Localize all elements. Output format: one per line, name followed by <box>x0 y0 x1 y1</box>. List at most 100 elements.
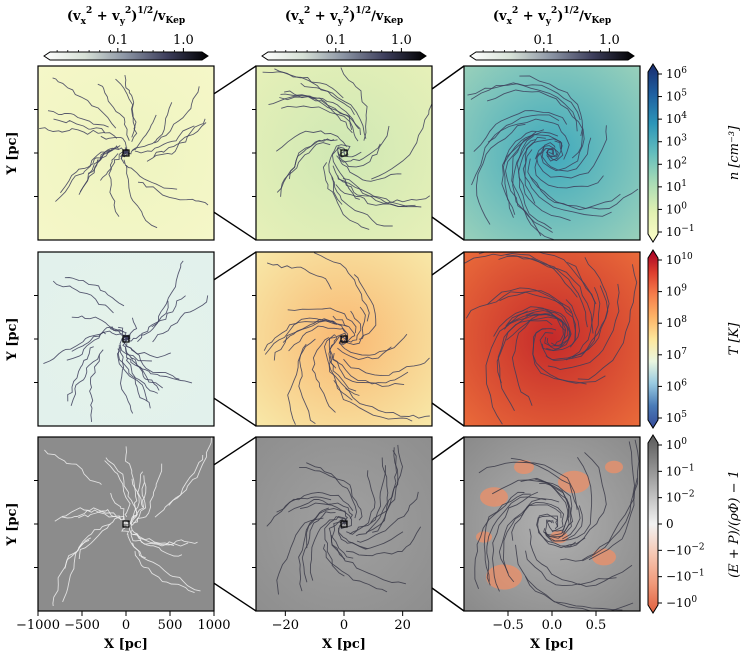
streamline <box>44 449 102 485</box>
colorbar-tick-label: 1.0 <box>173 33 194 48</box>
streamlines <box>474 439 640 611</box>
streamline <box>276 139 335 193</box>
streamline <box>341 306 366 345</box>
streamline <box>52 537 92 607</box>
streamline <box>266 496 332 527</box>
colorbar-bar <box>261 51 427 61</box>
streamline <box>509 313 571 350</box>
streamline <box>356 491 419 543</box>
velocity-colorbar: (vx2 + vy2)1/2/vKep 0.1 1.0 <box>43 6 209 61</box>
streamline <box>338 310 362 345</box>
streamline <box>345 388 430 419</box>
streamline <box>100 135 130 158</box>
streamline <box>97 83 130 141</box>
x-tick-label: −20 <box>272 618 299 633</box>
streamline <box>61 507 117 517</box>
streamline <box>55 149 110 202</box>
streamline <box>335 184 422 208</box>
x-tick-label: −0.5 <box>492 618 524 633</box>
streamline <box>108 153 120 217</box>
colorbar-tick-label: 1.0 <box>599 33 620 48</box>
streamline <box>130 357 193 384</box>
x-tick-label: 1000 <box>197 618 230 633</box>
streamline <box>153 118 206 157</box>
panel-grid: Y [pc] Y [pc] Y [pc] −1000 −500 0 500 1000 X [pc… <box>5 65 641 652</box>
streamlines <box>467 75 639 240</box>
streamline <box>337 333 408 360</box>
streamline <box>560 477 638 562</box>
streamline <box>119 346 134 414</box>
streamline <box>300 82 367 139</box>
colorbar-tick-label: 100 <box>666 201 687 216</box>
streamline <box>541 287 601 362</box>
streamline <box>122 340 163 389</box>
streamline <box>104 460 131 518</box>
streamlines <box>39 75 209 229</box>
streamline <box>534 145 558 160</box>
streamline <box>287 307 357 334</box>
streamline <box>370 444 403 523</box>
colorbar-tick-label: 10−1 <box>666 224 695 239</box>
streamline <box>337 125 390 168</box>
streamline <box>89 354 100 422</box>
x-tick-label: 0 <box>122 618 130 633</box>
streamline <box>529 176 639 211</box>
streamlines <box>263 252 430 425</box>
panel-r2-c2 <box>252 251 433 427</box>
streamline <box>492 491 539 592</box>
streamline <box>473 110 568 152</box>
colorbar-tick-label: 0 <box>666 517 674 531</box>
streamline <box>78 515 125 560</box>
streamline <box>496 316 566 384</box>
streamline <box>465 290 573 319</box>
streamline <box>64 277 125 307</box>
zoom-box <box>122 335 130 343</box>
streamline <box>336 155 402 182</box>
streamline <box>281 105 359 142</box>
streamline <box>117 344 158 394</box>
streamline <box>288 325 349 352</box>
streamline <box>371 104 432 180</box>
colorbar-tick-label: 0.1 <box>107 33 128 48</box>
colorbar-tick-label: 0.1 <box>325 33 346 48</box>
streamline <box>276 130 347 152</box>
streamline <box>545 285 609 361</box>
streamline <box>516 135 571 222</box>
streamline <box>322 162 370 230</box>
streamline <box>527 158 621 209</box>
streamline <box>474 491 525 589</box>
streamline <box>330 535 407 585</box>
streamline <box>133 463 163 524</box>
streamline <box>338 149 362 158</box>
streamline <box>582 441 635 562</box>
streamline <box>588 439 640 561</box>
colorbar-label: (vx2 + vy2)1/2/vKep <box>285 6 403 27</box>
colorbar-tick-label: 106 <box>666 378 687 393</box>
unbound-region <box>486 564 522 590</box>
streamline <box>346 470 376 535</box>
colorbar-tick-label: −10−2 <box>666 542 705 557</box>
panel-r3-c3 <box>460 436 641 612</box>
x-tick-label: 0.5 <box>586 618 607 633</box>
colorbar-label: n [cm⁻³] <box>727 125 742 180</box>
streamline <box>47 110 109 128</box>
streamline <box>540 480 570 532</box>
streamline <box>476 123 526 225</box>
streamline <box>343 357 430 376</box>
colorbar-tick-label: 103 <box>666 134 687 149</box>
y-axis-label: Y [pc] <box>5 317 20 361</box>
streamline <box>519 75 584 159</box>
streamline <box>125 446 144 508</box>
streamline <box>122 482 147 524</box>
streamline <box>534 478 574 536</box>
velocity-colorbar: (vx2 + vy2)1/2/vKep 0.1 1.0 <box>261 6 427 61</box>
zoom-box <box>122 520 130 528</box>
x-tick-label: 0 <box>340 618 348 633</box>
unbound-region <box>480 487 508 507</box>
zoom-box <box>340 149 348 157</box>
streamline <box>137 295 186 343</box>
streamline <box>353 274 377 340</box>
streamline <box>512 139 553 233</box>
